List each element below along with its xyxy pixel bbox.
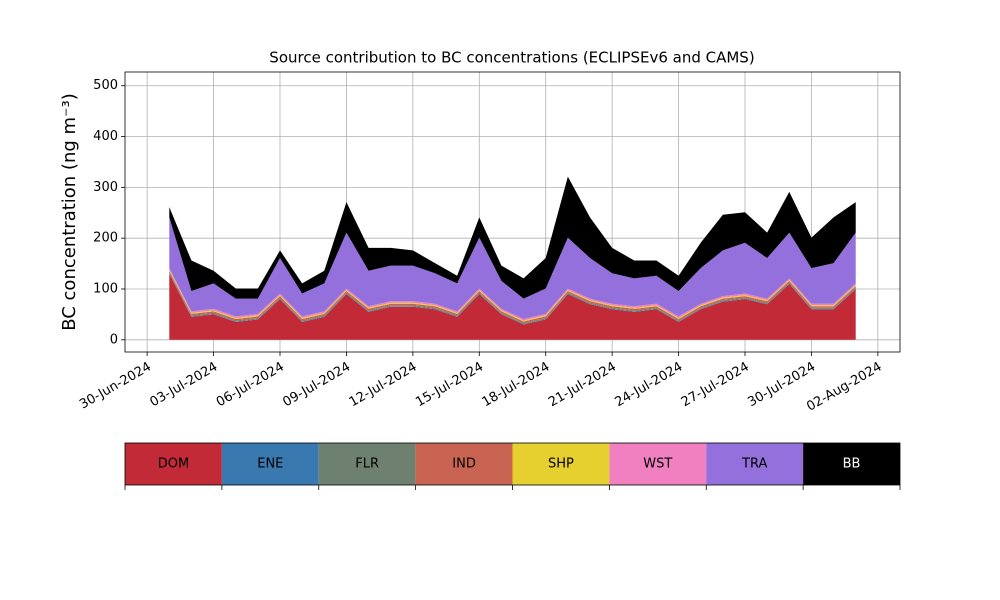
y-tick-label: 400 (93, 129, 118, 144)
y-axis-label: BC concentration (ng m⁻³) (59, 93, 80, 331)
legend-swatch (318, 443, 416, 485)
x-tick-label: 30-Jun-2024 (77, 360, 154, 413)
legend-label: IND (452, 457, 476, 472)
y-tick-label: 500 (93, 78, 118, 93)
x-tick-label: 12-Jul-2024 (347, 360, 420, 411)
x-tick-label: 02-Aug-2024 (804, 360, 884, 415)
y-tick-label: 200 (93, 231, 118, 246)
legend-label: WST (643, 457, 672, 472)
legend-label: TRA (741, 457, 767, 472)
legend-swatch (609, 443, 707, 485)
y-tick-label: 300 (93, 180, 118, 195)
y-tick-label: 100 (93, 281, 118, 296)
legend-swatch (706, 443, 804, 485)
area (169, 273, 856, 340)
legend-label: FLR (355, 457, 379, 472)
area (169, 176, 856, 299)
legend-swatch (415, 443, 513, 485)
x-tick-label: 18-Jul-2024 (480, 360, 553, 411)
legend-swatch (512, 443, 610, 485)
x-tick-label: 27-Jul-2024 (679, 360, 752, 411)
legend-swatch (803, 443, 900, 485)
x-tick-label: 15-Jul-2024 (413, 360, 486, 411)
x-tick-label: 21-Jul-2024 (546, 360, 619, 411)
chart-title: Source contribution to BC concentrations… (269, 49, 754, 67)
legend-label: DOM (158, 457, 189, 472)
area (169, 217, 856, 319)
legend-swatch (125, 443, 222, 485)
legend-swatch (221, 443, 319, 485)
y-tick-label: 0 (110, 332, 118, 347)
x-tick-label: 09-Jul-2024 (280, 360, 353, 411)
legend-label: ENE (257, 457, 283, 472)
legend-label: BB (843, 457, 861, 472)
x-tick-label: 24-Jul-2024 (613, 360, 686, 411)
legend-label: SHP (548, 457, 574, 472)
plot-frame (124, 71, 901, 353)
x-tick-label: 06-Jul-2024 (214, 360, 287, 411)
x-tick-label: 03-Jul-2024 (148, 360, 221, 411)
